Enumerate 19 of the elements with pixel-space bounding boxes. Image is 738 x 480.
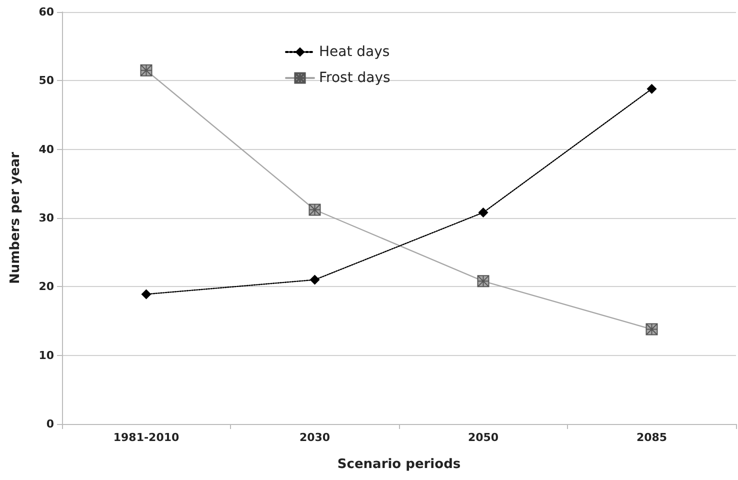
point — [310, 274, 320, 285]
x-tick-label: 2030 — [299, 431, 330, 444]
y-axis-title: Numbers per year — [8, 151, 23, 284]
x-tick-label: 2085 — [636, 431, 668, 444]
x-axis-title: Scenario periods — [337, 457, 461, 472]
x-tick-label: 1981-2010 — [113, 431, 180, 444]
y-tick-label: 0 — [46, 418, 54, 430]
point — [141, 289, 152, 300]
x-tick-label: 2050 — [468, 431, 499, 444]
point — [478, 208, 488, 218]
y-tick-label: 30 — [38, 212, 54, 224]
point — [646, 84, 657, 94]
y-tick-label: 10 — [38, 348, 54, 362]
y-tick-label: 60 — [38, 6, 54, 18]
y-tick-label: 20 — [38, 280, 54, 294]
legend-label: Frost days — [319, 70, 390, 86]
y-tick-label: 50 — [38, 74, 54, 88]
legend-label: Heat days — [319, 44, 390, 60]
y-tick-label: 40 — [38, 142, 54, 156]
